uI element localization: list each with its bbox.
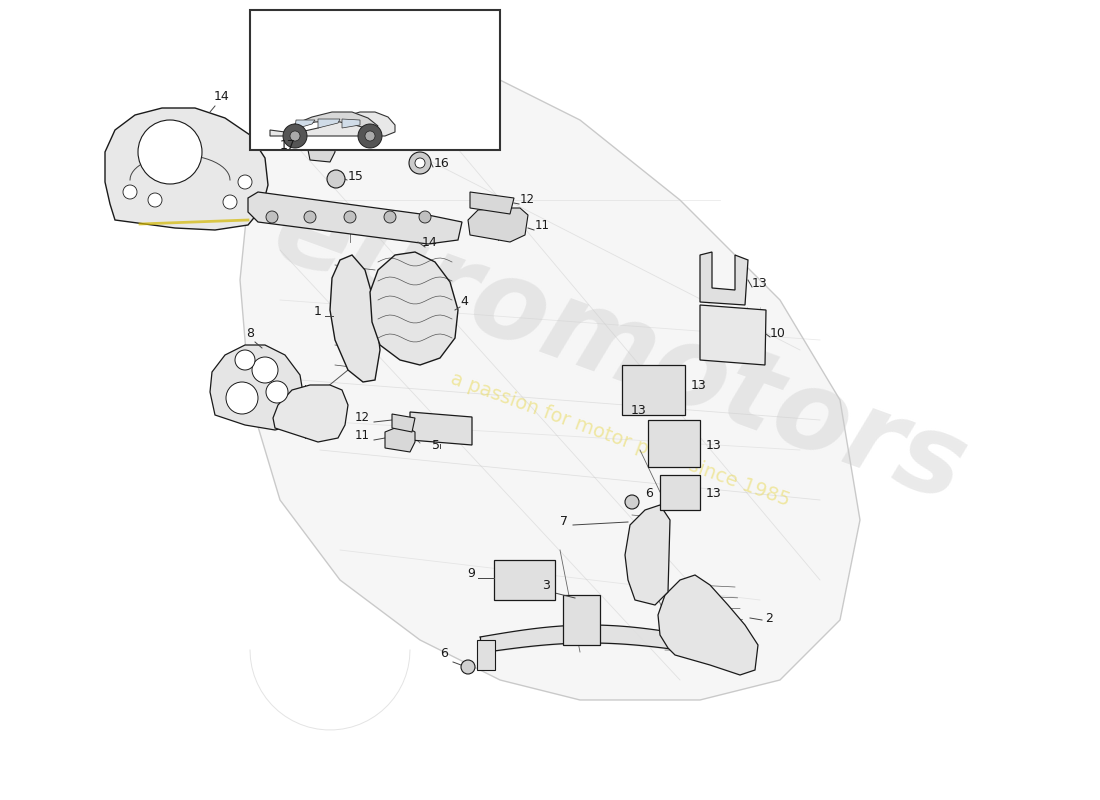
Circle shape (365, 131, 375, 141)
Text: 7: 7 (560, 515, 568, 528)
Text: a passion for motor parts since 1985: a passion for motor parts since 1985 (448, 370, 792, 510)
Text: 13: 13 (706, 439, 722, 452)
Text: 13: 13 (706, 487, 722, 500)
Polygon shape (330, 255, 380, 382)
Text: 11: 11 (355, 429, 370, 442)
Text: 12: 12 (520, 193, 535, 206)
Polygon shape (385, 428, 415, 452)
Text: 6: 6 (440, 647, 448, 660)
Text: 12: 12 (355, 411, 370, 424)
Polygon shape (700, 305, 766, 365)
Circle shape (148, 193, 162, 207)
Circle shape (235, 350, 255, 370)
Polygon shape (295, 120, 315, 129)
Polygon shape (410, 412, 472, 445)
Circle shape (223, 195, 236, 209)
FancyBboxPatch shape (250, 10, 500, 150)
Polygon shape (318, 119, 340, 128)
Text: 14: 14 (214, 90, 230, 103)
Text: 5: 5 (432, 439, 440, 452)
Polygon shape (273, 385, 348, 442)
Circle shape (226, 382, 258, 414)
Polygon shape (658, 575, 758, 675)
Circle shape (384, 211, 396, 223)
Text: 16: 16 (434, 157, 450, 170)
Circle shape (266, 381, 288, 403)
Polygon shape (342, 119, 360, 128)
Polygon shape (700, 252, 748, 305)
Text: 15: 15 (348, 170, 364, 183)
Circle shape (252, 357, 278, 383)
Polygon shape (392, 414, 415, 432)
Text: 3: 3 (542, 579, 550, 592)
Polygon shape (308, 135, 336, 162)
Polygon shape (621, 365, 685, 415)
Polygon shape (563, 595, 600, 645)
Polygon shape (210, 345, 305, 430)
Circle shape (358, 124, 382, 148)
Text: 13: 13 (631, 404, 647, 417)
Text: 13: 13 (752, 277, 768, 290)
Text: euromotors: euromotors (260, 175, 980, 525)
Polygon shape (248, 192, 462, 244)
Polygon shape (660, 475, 700, 510)
Circle shape (461, 660, 475, 674)
Text: 2: 2 (764, 612, 773, 625)
Text: 1: 1 (315, 305, 322, 318)
Polygon shape (648, 420, 700, 467)
Circle shape (290, 131, 300, 141)
Polygon shape (370, 252, 458, 365)
Text: 11: 11 (535, 219, 550, 232)
Circle shape (304, 211, 316, 223)
Text: 4: 4 (460, 295, 467, 308)
Circle shape (138, 120, 202, 184)
Circle shape (625, 495, 639, 509)
Circle shape (327, 170, 345, 188)
Text: 17: 17 (280, 139, 296, 152)
Polygon shape (470, 192, 514, 214)
Circle shape (409, 152, 431, 174)
Text: 14: 14 (422, 236, 438, 249)
Polygon shape (468, 208, 528, 242)
Text: 9: 9 (468, 567, 475, 580)
Polygon shape (625, 505, 670, 605)
Polygon shape (285, 112, 378, 130)
Circle shape (238, 175, 252, 189)
Polygon shape (240, 60, 860, 700)
Polygon shape (477, 640, 495, 670)
Polygon shape (494, 560, 556, 600)
Text: 6: 6 (645, 487, 653, 500)
Circle shape (283, 124, 307, 148)
Polygon shape (270, 112, 395, 136)
Circle shape (415, 158, 425, 168)
Text: 8: 8 (246, 327, 254, 340)
Polygon shape (104, 108, 268, 230)
Circle shape (344, 211, 356, 223)
Circle shape (266, 211, 278, 223)
Circle shape (419, 211, 431, 223)
Circle shape (123, 185, 138, 199)
Text: 13: 13 (691, 379, 706, 392)
Text: 10: 10 (770, 327, 785, 340)
